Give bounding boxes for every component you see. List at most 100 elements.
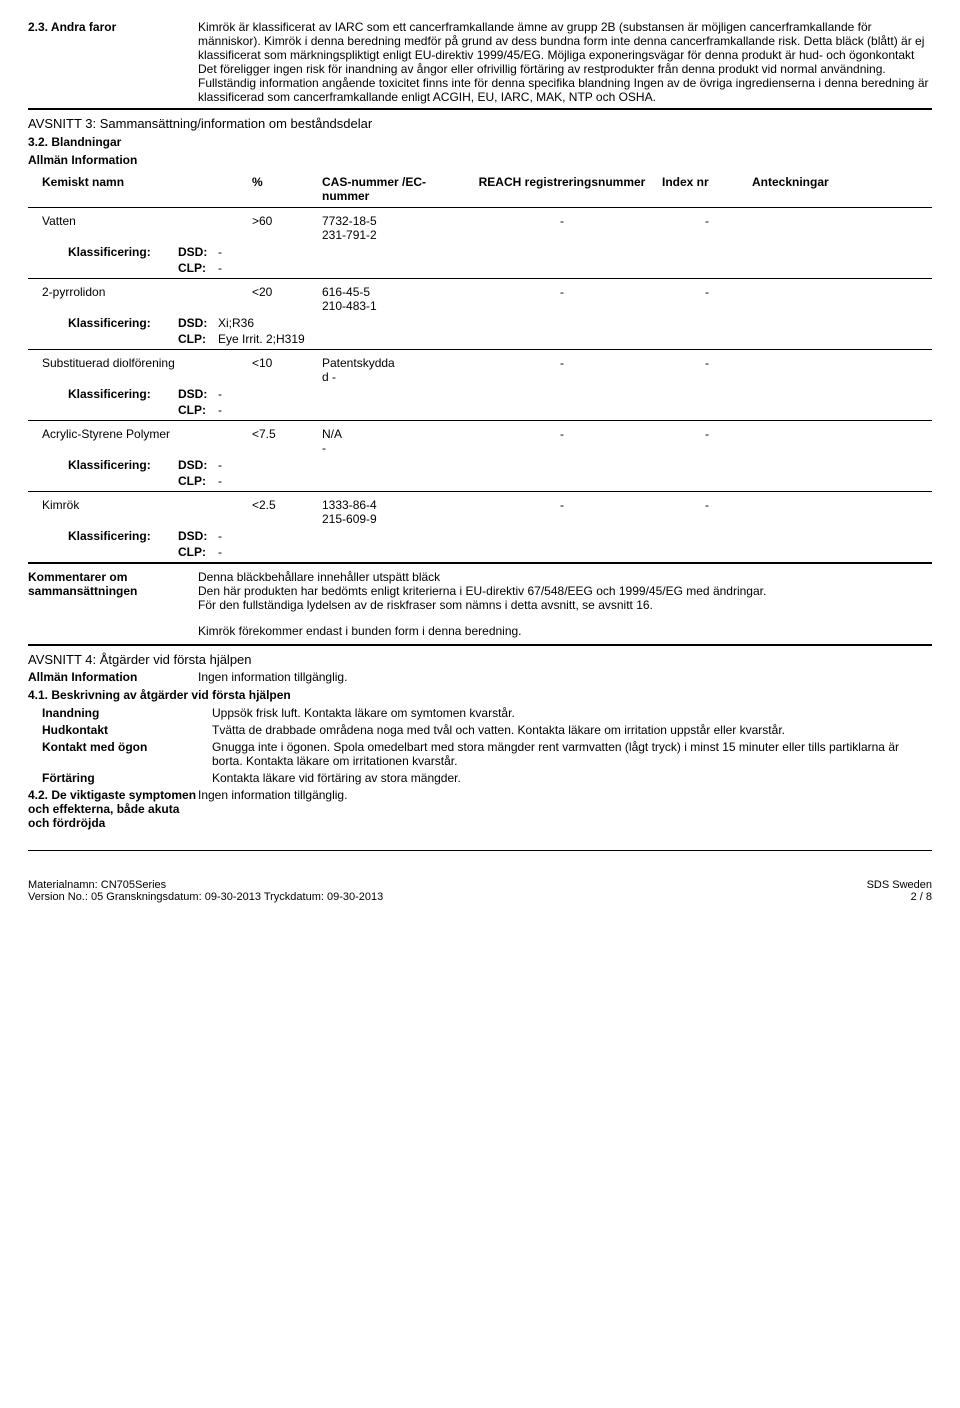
section4-sub2-value: Ingen information tillgänglig. <box>198 788 932 830</box>
ingredient-table-header: Kemiskt namn % CAS-nummer /EC-nummer REA… <box>28 171 932 205</box>
divider <box>28 420 932 421</box>
ing-pct: <10 <box>252 356 322 384</box>
section4-sub2-label: 4.2. De viktigaste symptomen och effekte… <box>28 788 198 830</box>
footer-page: 2 / 8 <box>911 891 932 903</box>
ingredient-block: Acrylic-Styrene Polymer<7.5N/A---Klassif… <box>28 425 932 489</box>
ing-idx: - <box>662 356 752 384</box>
class-dsd-label: DSD: <box>178 245 218 259</box>
divider <box>28 108 932 110</box>
hdr-name: Kemiskt namn <box>28 175 252 203</box>
firstaid-row: FörtäringKontakta läkare vid förtäring a… <box>28 771 932 785</box>
divider <box>28 349 932 350</box>
class-clp-label: CLP: <box>178 332 218 346</box>
comment-line: Denna bläckbehållare innehåller utspätt … <box>198 570 932 584</box>
ingredient-row: Substituerad diolförening<10Patentskydda… <box>28 354 932 386</box>
comments-block: Kommentarer om sammansättningen Denna bl… <box>28 570 932 638</box>
hdr-cas: CAS-nummer /EC-nummer <box>322 175 462 203</box>
class-clp-value: - <box>218 403 932 417</box>
ingredient-block: 2-pyrrolidon<20616-45-5210-483-1--Klassi… <box>28 283 932 347</box>
hazards-row: 2.3. Andra faror Kimrök är klassificerat… <box>28 20 932 104</box>
section3-title: AVSNITT 3: Sammansättning/information om… <box>28 116 932 131</box>
footer-material: Materialnamn: CN705Series <box>28 879 166 891</box>
class-dsd-label: DSD: <box>178 316 218 330</box>
class-dsd-value: - <box>218 529 932 543</box>
comments-value: Denna bläckbehållare innehåller utspätt … <box>198 570 932 638</box>
ing-name: Vatten <box>28 214 252 242</box>
classification-row: Klassificering:DSD:- <box>28 386 932 402</box>
ingredient-row: 2-pyrrolidon<20616-45-5210-483-1-- <box>28 283 932 315</box>
class-label: Klassificering: <box>68 458 178 472</box>
ing-idx: - <box>662 214 752 242</box>
footer-row1: Materialnamn: CN705Series SDS Sweden <box>28 879 932 891</box>
class-dsd-label: DSD: <box>178 529 218 543</box>
classification-row: CLP:Eye Irrit. 2;H319 <box>28 331 932 347</box>
ing-cas: Patentskyddad - <box>322 356 462 384</box>
hdr-idx: Index nr <box>662 175 752 203</box>
ing-idx: - <box>662 498 752 526</box>
section4-general: Allmän Information Ingen information til… <box>28 670 932 684</box>
divider <box>28 491 932 492</box>
footer-divider <box>28 850 932 851</box>
section4-general-value: Ingen information tillgänglig. <box>198 670 932 684</box>
firstaid-row: Kontakt med ögonGnugga inte i ögonen. Sp… <box>28 740 932 768</box>
comments-label: Kommentarer om sammansättningen <box>28 570 198 638</box>
hazards-text: Kimrök är klassificerat av IARC som ett … <box>198 20 932 104</box>
firstaid-row: HudkontaktTvätta de drabbade områdena no… <box>28 723 932 737</box>
ing-pct: <20 <box>252 285 322 313</box>
class-clp-value: - <box>218 474 932 488</box>
classification-row: Klassificering:DSD:- <box>28 457 932 473</box>
ing-pct: <7.5 <box>252 427 322 455</box>
firstaid-label: Inandning <box>28 706 212 720</box>
footer-row2: Version No.: 05 Granskningsdatum: 09-30-… <box>28 891 932 903</box>
firstaid-value: Kontakta läkare vid förtäring av stora m… <box>212 771 932 785</box>
ing-name: Acrylic-Styrene Polymer <box>28 427 252 455</box>
section3-general: Allmän Information <box>28 153 932 167</box>
classification-row: Klassificering:DSD:Xi;R36 <box>28 315 932 331</box>
section4-sub2: 4.2. De viktigaste symptomen och effekte… <box>28 788 932 830</box>
ing-name: Substituerad diolförening <box>28 356 252 384</box>
section3-sub: 3.2. Blandningar <box>28 135 932 149</box>
ing-cas: 7732-18-5231-791-2 <box>322 214 462 242</box>
class-dsd-value: - <box>218 387 932 401</box>
footer-sds: SDS Sweden <box>867 879 932 891</box>
firstaid-value: Gnugga inte i ögonen. Spola omedelbart m… <box>212 740 932 768</box>
ingredient-row: Acrylic-Styrene Polymer<7.5N/A--- <box>28 425 932 457</box>
class-clp-label: CLP: <box>178 403 218 417</box>
ing-cas: 1333-86-4215-609-9 <box>322 498 462 526</box>
firstaid-label: Förtäring <box>28 771 212 785</box>
ing-reach: - <box>462 427 662 455</box>
class-label: Klassificering: <box>68 387 178 401</box>
section4-title: AVSNITT 4: Åtgärder vid första hjälpen <box>28 652 932 667</box>
footer-version: Version No.: 05 Granskningsdatum: 09-30-… <box>28 891 383 903</box>
class-dsd-value: - <box>218 458 932 472</box>
ingredient-row: Kimrök<2.51333-86-4215-609-9-- <box>28 496 932 528</box>
classification-row: CLP:- <box>28 473 932 489</box>
divider <box>28 562 932 564</box>
ing-cas: N/A- <box>322 427 462 455</box>
firstaid-row: InandningUppsök frisk luft. Kontakta läk… <box>28 706 932 720</box>
ing-pct: <2.5 <box>252 498 322 526</box>
class-clp-value: Eye Irrit. 2;H319 <box>218 332 932 346</box>
class-clp-label: CLP: <box>178 474 218 488</box>
divider <box>28 644 932 646</box>
class-clp-label: CLP: <box>178 545 218 559</box>
firstaid-label: Hudkontakt <box>28 723 212 737</box>
section4-general-label: Allmän Information <box>28 670 198 684</box>
ing-reach: - <box>462 356 662 384</box>
divider <box>28 207 932 208</box>
firstaid-value: Tvätta de drabbade områdena noga med två… <box>212 723 932 737</box>
ingredient-block: Kimrök<2.51333-86-4215-609-9--Klassifice… <box>28 496 932 560</box>
hazards-label: 2.3. Andra faror <box>28 20 198 104</box>
comment-line: Kimrök förekommer endast i bunden form i… <box>198 624 932 638</box>
hdr-reach: REACH registreringsnummer <box>462 175 662 203</box>
class-dsd-value: Xi;R36 <box>218 316 932 330</box>
ing-reach: - <box>462 214 662 242</box>
ingredient-block: Substituerad diolförening<10Patentskydda… <box>28 354 932 418</box>
comment-line: För den fullständiga lydelsen av de risk… <box>198 598 932 612</box>
classification-row: CLP:- <box>28 260 932 276</box>
section4-sub: 4.1. Beskrivning av åtgärder vid första … <box>28 688 932 702</box>
classification-row: Klassificering:DSD:- <box>28 244 932 260</box>
class-dsd-value: - <box>218 245 932 259</box>
ing-name: 2-pyrrolidon <box>28 285 252 313</box>
class-label: Klassificering: <box>68 245 178 259</box>
